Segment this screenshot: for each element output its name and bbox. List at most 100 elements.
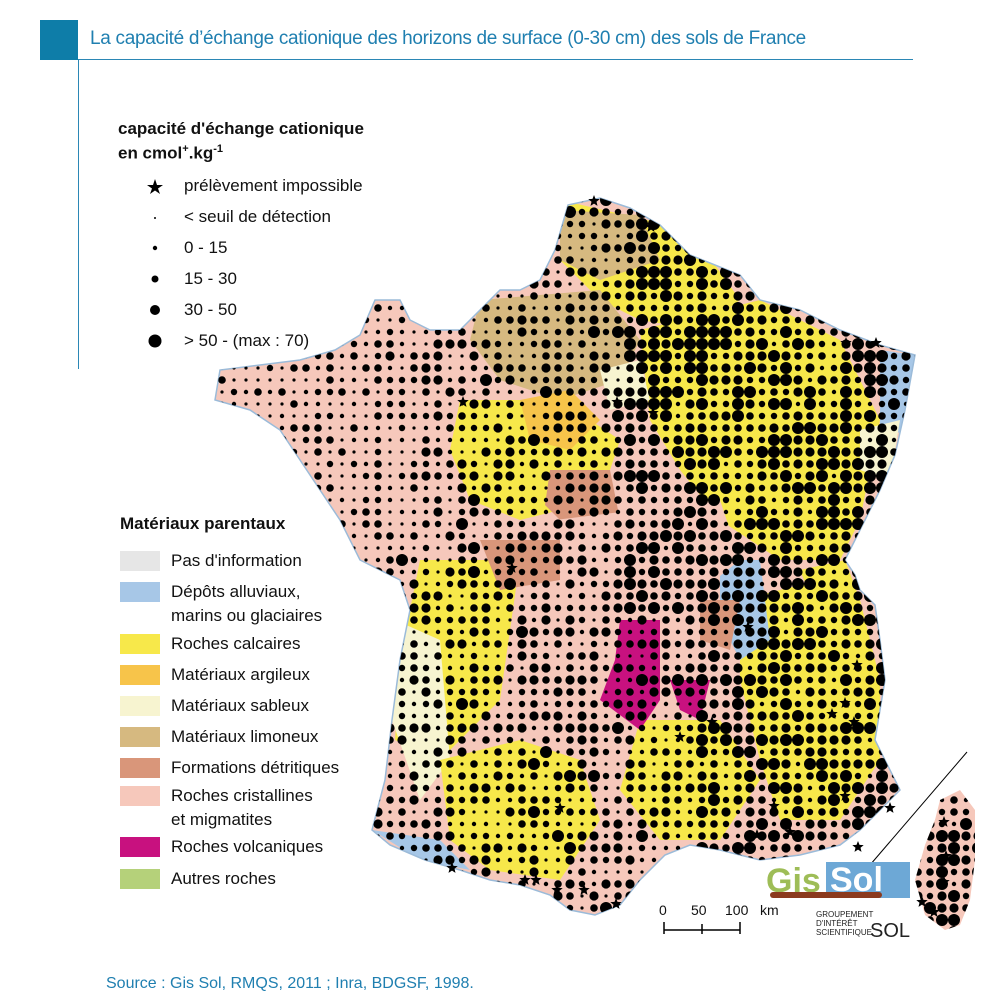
sample-dot [339,377,345,383]
sample-dot [625,423,635,433]
sample-dot [722,712,730,720]
sample-dot [604,678,608,682]
sample-dot [386,412,394,420]
sample-dot [339,605,345,611]
sample-dot [831,341,837,347]
sample-dot [890,496,898,504]
sample-dot [902,640,910,648]
sample-dot [745,891,755,901]
sample-dot [902,844,910,852]
sample-dot [544,906,548,910]
sample-dot [684,458,696,470]
sample-dot [352,486,356,490]
sample-dot [722,820,730,828]
sample-dot [805,363,815,373]
sample-dot [532,234,536,238]
sample-dot [914,508,922,516]
sample-dot [435,725,441,731]
sample-dot [506,316,514,324]
sample-dot [518,568,526,576]
sample-dot [793,387,803,397]
sample-dot [708,338,720,350]
sample-dot [458,376,466,384]
sample-dot [483,293,489,299]
sample-dot [817,198,827,205]
sample-dot [496,606,500,610]
sample-dot [601,423,611,433]
sample-dot [948,758,960,770]
sample-dot [806,736,814,744]
sample-dot [580,822,584,826]
sample-dot [913,387,923,397]
sample-dot [902,808,910,816]
sample-dot [768,554,780,566]
sample-dot [686,676,694,684]
sample-dot [686,412,694,420]
sample-dot [974,364,975,372]
sample-dot [314,436,322,444]
sample-dot [638,508,646,516]
sample-dot [758,304,766,312]
sample-dot [448,270,452,274]
sample-dot [675,845,681,851]
sample-dot [578,784,586,792]
sample-dot [937,519,947,529]
sample-dot [303,521,309,527]
sample-dot [734,508,742,516]
sample-dot [662,472,670,480]
sample-dot [567,593,573,599]
sample-dot [745,723,755,733]
sample-dot [218,352,226,360]
sample-dot [445,531,455,541]
sample-dot [613,831,623,841]
sample-dot [410,304,418,312]
sample-dot [482,256,490,264]
sample-dot [266,364,274,372]
sample-dot [542,592,550,600]
sample-dot [963,785,969,791]
sample-dot [555,857,561,863]
sample-dot [624,338,636,350]
sample-dot [649,531,659,541]
sample-dot [481,603,491,613]
sample-dot [386,244,394,252]
sample-dot [624,434,636,446]
sample-dot [830,844,838,852]
sample-dot [577,411,587,421]
sample-dot [376,630,380,634]
sample-dot [710,400,718,408]
sample-dot [388,606,392,610]
sample-dot [877,363,887,373]
sample-dot [806,268,814,276]
cec-legend-title-line2: en cmol+.kg-1 [118,143,224,163]
sample-dot [458,892,466,900]
sample-dot [601,843,611,853]
sample-dot [469,399,479,409]
sample-dot [974,256,975,264]
sample-dot [554,460,562,468]
sample-dot [746,760,754,768]
sample-dot [661,519,671,529]
sample-dot [268,378,272,382]
sample-dot [458,808,466,816]
sample-dot [696,206,708,218]
sample-dot [303,593,309,599]
sample-dot [532,786,536,790]
sample-dot [398,664,406,672]
sample-dot [398,832,406,840]
sample-dot [314,424,322,432]
sample-dot [422,700,430,708]
sample-dot [554,796,562,804]
sample-dot [351,473,357,479]
sample-dot [590,604,598,612]
sample-dot [386,856,394,864]
sample-dot [974,676,975,684]
sample-dot [613,531,623,541]
sample-dot [925,819,935,829]
sample-dot [422,280,430,288]
sample-dot [890,198,898,204]
sample-dot [340,402,344,406]
sample-dot [482,664,490,672]
sample-dot [746,244,754,252]
sample-dot [768,446,780,458]
